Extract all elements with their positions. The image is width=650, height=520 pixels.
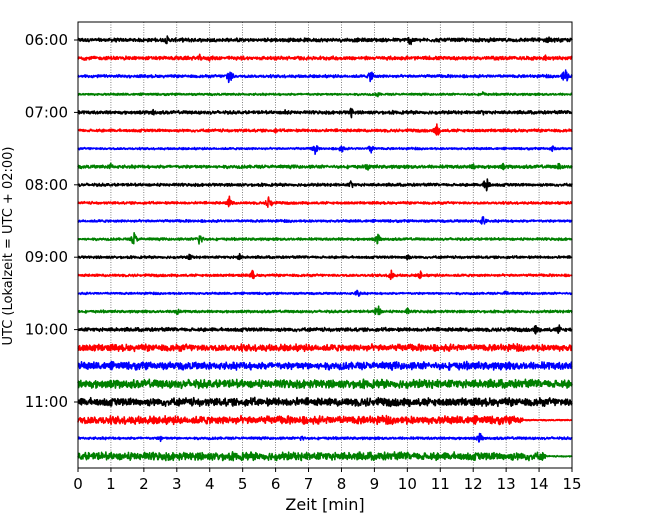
trace-row-0945 (77, 305, 573, 316)
x-tick-label: 8 (337, 475, 347, 493)
trace-row-0630 (77, 69, 573, 84)
y-tick-label: 11:00 (25, 393, 68, 411)
vertical-gridlines (110, 22, 540, 468)
trace-row-1045 (77, 378, 573, 390)
y-tick-label: 09:00 (25, 248, 68, 266)
y-tick-label: 07:00 (25, 103, 68, 121)
trace-row-1145 (77, 451, 573, 462)
trace-row-0700 (77, 107, 573, 119)
trace-row-1015 (77, 343, 573, 353)
y-axis-ticks: 06:00 07:00 08:00 09:00 10:00 11:00 (25, 31, 78, 411)
trace-row-1000 (77, 324, 573, 335)
y-tick-label: 08:00 (25, 176, 68, 194)
x-tick-label: 10 (398, 475, 417, 493)
trace-rows (77, 35, 573, 462)
x-tick-label: 4 (205, 475, 215, 493)
y-axis-label: UTC (Lokalzeit = UTC + 02:00) (1, 147, 16, 346)
trace-row-0800 (77, 178, 573, 192)
x-tick-label: 13 (497, 475, 516, 493)
x-axis-ticks: 0 1 2 3 4 5 6 7 8 9 10 11 12 13 14 15 (73, 468, 582, 493)
trace-row-0730 (77, 145, 573, 155)
trace-row-0845 (77, 231, 573, 245)
x-tick-label: 11 (431, 475, 450, 493)
y-tick-label: 06:00 (25, 31, 68, 49)
trace-row-0745 (77, 162, 573, 171)
x-tick-label: 14 (530, 475, 549, 493)
x-tick-label: 9 (370, 475, 380, 493)
x-tick-label: 5 (238, 475, 248, 493)
x-tick-label: 6 (271, 475, 281, 493)
x-tick-label: 0 (73, 475, 83, 493)
x-tick-label: 15 (562, 475, 581, 493)
trace-row-1115 (77, 414, 573, 426)
trace-row-0645 (77, 91, 573, 98)
trace-row-0900 (77, 252, 573, 261)
trace-row-0715 (77, 123, 573, 136)
plot-frame (77, 21, 573, 469)
x-tick-label: 3 (172, 475, 182, 493)
trace-row-1030 (77, 360, 573, 371)
trace-row-0815 (77, 195, 573, 208)
x-tick-label: 2 (139, 475, 149, 493)
trace-row-1100 (77, 396, 573, 408)
x-tick-label: 7 (304, 475, 314, 493)
trace-row-0930 (77, 289, 573, 297)
trace-row-0600 (77, 35, 573, 46)
y-tick-label: 10:00 (25, 321, 68, 339)
trace-row-1130 (77, 432, 573, 443)
trace-row-0830 (77, 216, 573, 225)
x-tick-label: 12 (464, 475, 483, 493)
x-axis-label: Zeit [min] (285, 495, 364, 514)
trace-row-0915 (77, 269, 573, 281)
trace-row-0615 (77, 53, 573, 62)
x-tick-label: 1 (106, 475, 116, 493)
